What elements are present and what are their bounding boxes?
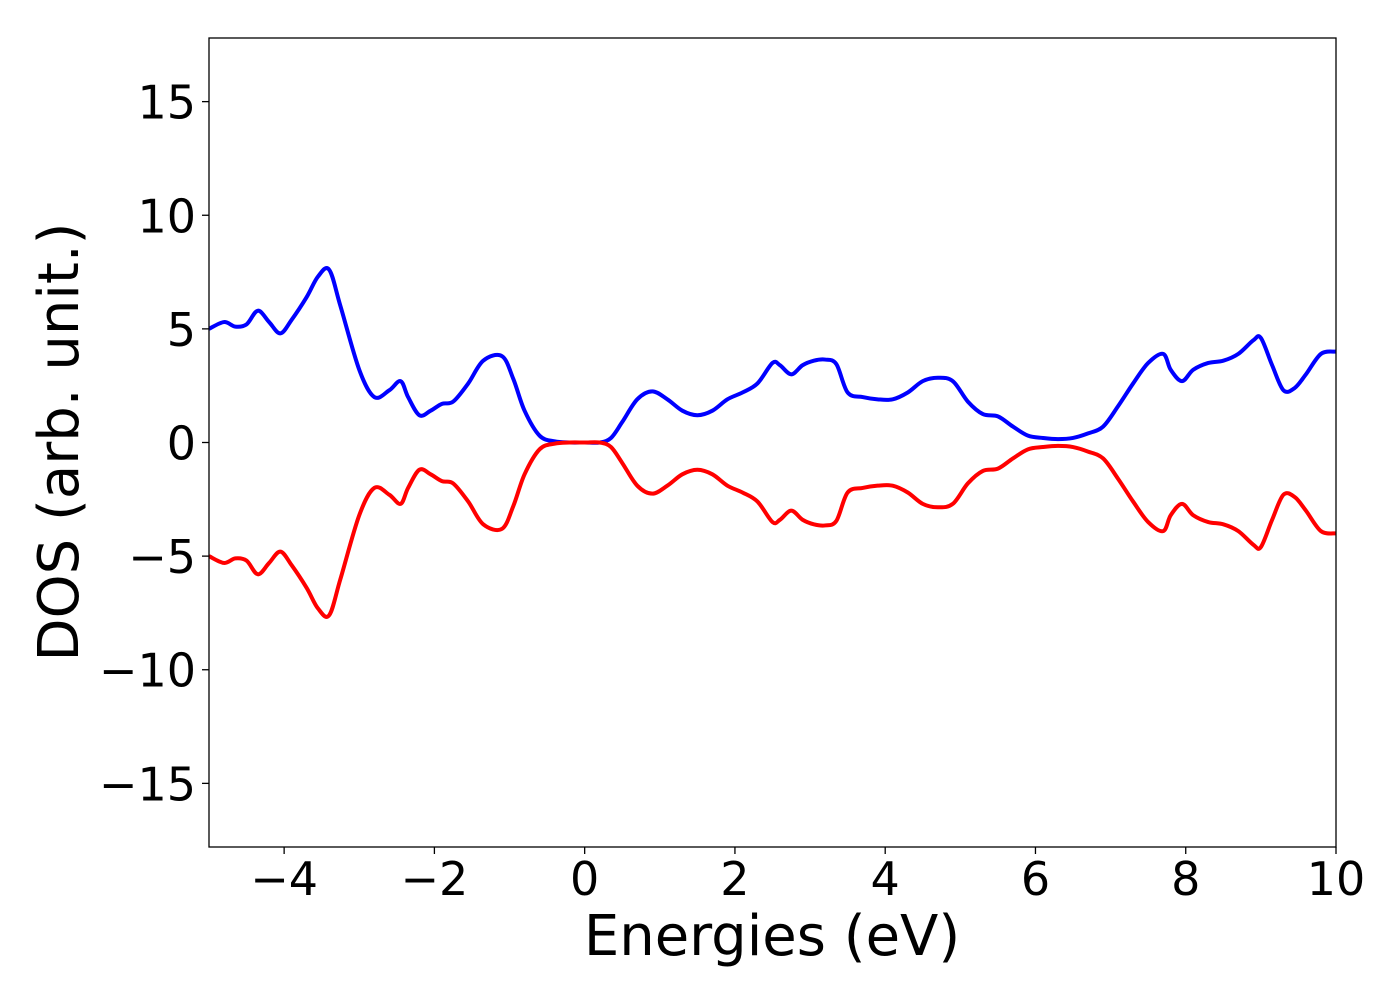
x-tick-label: 8 [1171, 852, 1200, 906]
y-tick-label: 10 [137, 189, 196, 243]
y-axis: 15 10 5 0 −5 −10 −15 [99, 76, 209, 811]
x-tick-label: 6 [1021, 852, 1050, 906]
y-tick-label: 0 [167, 417, 196, 471]
plot-frame [208, 37, 1337, 848]
y-tick-label: −15 [99, 757, 196, 811]
x-tick-label: 10 [1307, 852, 1366, 906]
x-axis-label: Energies (eV) [584, 904, 960, 969]
x-tick-label: 4 [871, 852, 900, 906]
series-layer [209, 266, 1336, 619]
y-tick-label: 5 [167, 303, 196, 357]
y-axis-label: DOS (arb. unit.) [27, 222, 92, 661]
series-line-1 [209, 266, 1336, 445]
y-tick-label: −10 [99, 644, 196, 698]
series-line-2 [209, 440, 1336, 619]
x-tick-label: −2 [400, 852, 468, 906]
x-tick-label: 2 [720, 852, 749, 906]
x-tick-label: 0 [570, 852, 599, 906]
x-axis: −4 −2 0 2 4 6 8 10 [250, 847, 1365, 906]
y-tick-label: 15 [137, 76, 196, 130]
y-tick-label: −5 [128, 530, 196, 584]
x-tick-label: −4 [250, 852, 318, 906]
